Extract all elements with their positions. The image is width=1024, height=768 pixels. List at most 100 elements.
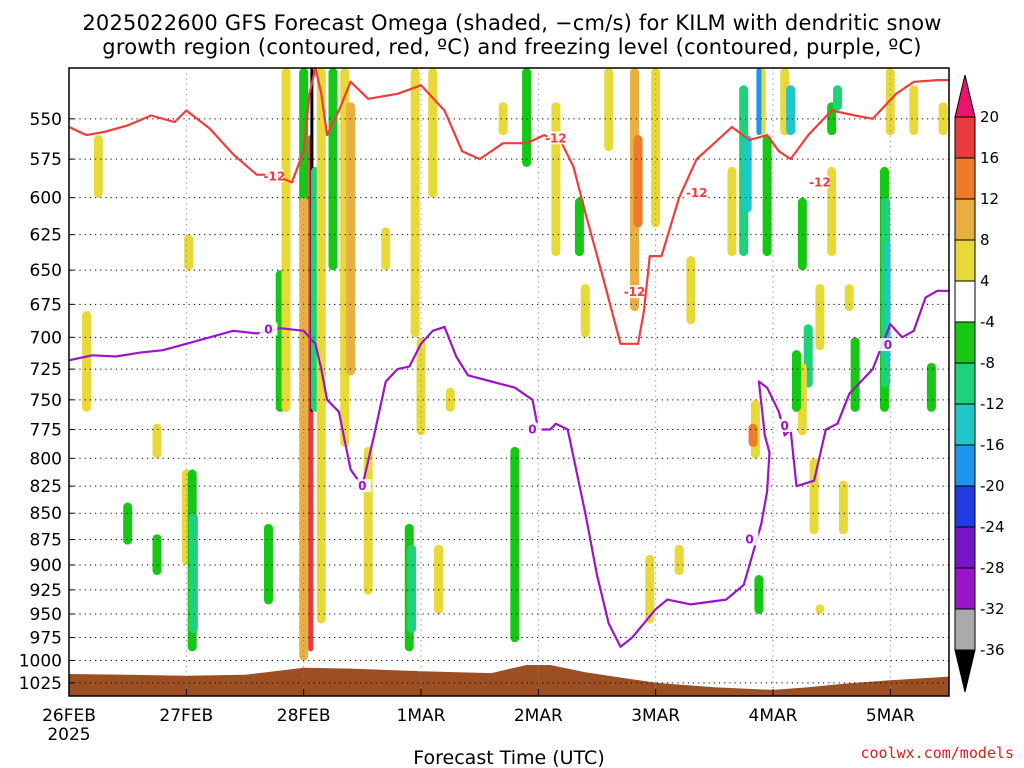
contour-label: 0: [358, 479, 366, 493]
colorbar-label: -20: [980, 477, 1005, 495]
colorbar-segment: [954, 198, 976, 241]
omega-cell: [809, 458, 819, 535]
omega-cell: [833, 85, 843, 111]
omega-cell: [686, 256, 696, 325]
omega-cell: [815, 284, 825, 351]
terrain-fill: [69, 665, 949, 696]
omega-cell: [604, 68, 614, 152]
omega-cell: [152, 423, 162, 459]
colorbar-top-arrow: [954, 74, 976, 118]
grid-lines: [69, 68, 949, 696]
omega-cell: [762, 135, 772, 257]
omega-cell: [184, 234, 194, 271]
colorbar-segment: [954, 157, 976, 200]
contour-label-bg: [740, 532, 759, 546]
contour-label: -12: [545, 131, 567, 145]
contour-label-bg: [810, 175, 829, 189]
y-tick-label: 650: [30, 261, 62, 281]
y-tick-label: 575: [30, 150, 62, 170]
colorbar-label: 12: [980, 190, 999, 208]
colorbar-segment: [954, 526, 976, 569]
contour-label-bg: [775, 419, 794, 433]
omega-cell: [633, 135, 643, 228]
chart-title-line-1: 2025022600 GFS Forecast Omega (shaded, −…: [82, 11, 941, 35]
omega-cell: [909, 85, 919, 136]
contour-label: -12: [809, 175, 831, 189]
omega-cell: [674, 544, 684, 576]
omega-cell: [838, 480, 848, 535]
omega-cell: [797, 197, 807, 271]
y-tick-label: 775: [30, 421, 62, 441]
colorbar-label: -16: [980, 436, 1005, 454]
colorbar-segment: [954, 608, 976, 651]
omega-cell: [727, 166, 737, 257]
y-tick-label: 850: [30, 504, 62, 524]
omega-cell: [791, 350, 801, 412]
omega-cell: [346, 102, 356, 376]
y-tick-label: 750: [30, 391, 62, 411]
omega-cell: [281, 68, 291, 412]
omega-cell: [328, 68, 338, 271]
omega-cell: [407, 544, 417, 633]
colorbar-label: 20: [980, 108, 999, 126]
omega-cell: [428, 68, 438, 198]
y-tick-label: 700: [30, 328, 62, 348]
chart-title-line-2: growth region (contoured, red, ºC) and f…: [102, 35, 921, 59]
y-tick-label: 675: [30, 295, 62, 315]
omega-cell: [263, 523, 273, 605]
y-tick-label: 925: [30, 581, 62, 601]
contour-label: 0: [884, 338, 892, 352]
omega-cell: [381, 227, 391, 271]
colorbar-segment: [954, 321, 976, 364]
freezing-level-line: [69, 289, 949, 648]
omega-cell: [93, 135, 103, 198]
colorbar-label: -28: [980, 559, 1005, 577]
omega-cell: [152, 534, 162, 576]
omega-cell: [510, 446, 520, 643]
colorbar-segment: [954, 485, 976, 528]
x-axis: 26FEB 27FEB 28FEB 1MAR 2MAR 3MAR 4MAR 5MAR 2025: [42, 689, 915, 745]
omega-shading: [82, 68, 948, 661]
colorbar-segment: [954, 239, 976, 282]
omega-cell: [926, 362, 936, 412]
colorbar-label: 4: [980, 272, 990, 290]
omega-cell: [82, 311, 92, 412]
omega-cell: [299, 68, 309, 213]
y-tick-label: 800: [30, 449, 62, 469]
contour-label-bg: [259, 322, 278, 336]
colorbar-label: -8: [980, 354, 995, 372]
dendritic-contour-line: [69, 68, 949, 345]
y-tick-label: 600: [30, 189, 62, 209]
contour-label: 0: [528, 423, 536, 437]
colorbar-segment: [954, 567, 976, 610]
x-tick-year: 2025: [47, 725, 90, 745]
omega-cell: [754, 575, 764, 614]
y-tick-label: 550: [30, 110, 62, 130]
contour-labels: -12 -12 -12 -12 -12 0 0 0 0 0 0: [259, 131, 897, 546]
contour-label-bg: [265, 169, 284, 183]
omega-cell: [742, 135, 752, 213]
x-tick-label: 5MAR: [866, 706, 915, 726]
omega-cell: [850, 337, 860, 412]
ground-terrain: [69, 665, 949, 696]
contour-label-bg: [687, 186, 706, 200]
colorbar-segment: [954, 116, 976, 159]
omega-cell: [645, 554, 655, 624]
colorbar-segment: [954, 403, 976, 446]
contour-lines: [69, 68, 949, 648]
x-tick-label: 4MAR: [749, 706, 798, 726]
omega-cell: [363, 446, 373, 595]
colorbar-label: 16: [980, 149, 999, 167]
colorbar-segment: [954, 280, 976, 323]
contour-label-bg: [353, 479, 372, 493]
y-tick-label: 950: [30, 605, 62, 625]
omega-cell: [316, 68, 326, 624]
y-tick-label: 900: [30, 556, 62, 576]
y-tick-label: 1000: [19, 651, 62, 671]
omega-cell: [844, 284, 854, 312]
colorbar: 20 16 12 8 4 -4 -8 -12 -16 -20 -24 -28 -32 -36: [954, 74, 1005, 693]
y-axis: 550 575 600 625 650 675 700 725 750 775 800 825 850 8…: [19, 110, 74, 694]
y-tick-label: 875: [30, 530, 62, 550]
omega-cell: [445, 387, 455, 412]
contour-label: -12: [686, 186, 708, 200]
